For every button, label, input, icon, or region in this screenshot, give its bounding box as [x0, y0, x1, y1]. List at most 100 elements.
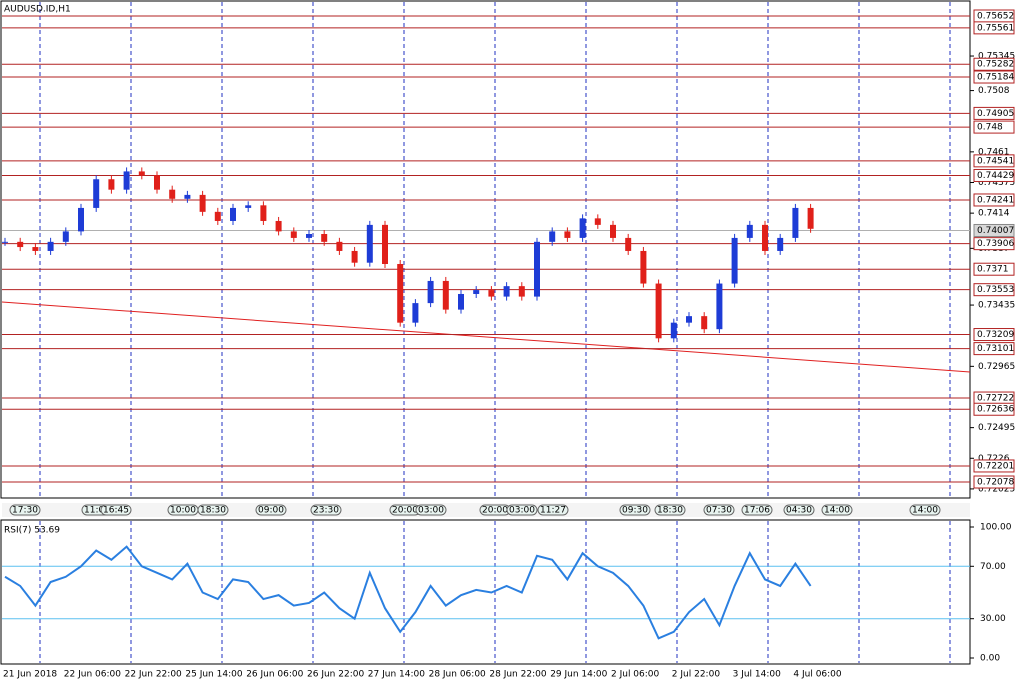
- candle: [488, 290, 495, 297]
- strip-label: 04:30: [786, 506, 812, 516]
- level-label: 0.7371: [977, 265, 1009, 275]
- candle: [549, 231, 556, 242]
- candle: [564, 231, 571, 238]
- x-tick-label: 26 Jun 06:00: [246, 670, 303, 680]
- candle: [762, 224, 768, 251]
- candle: [731, 237, 738, 284]
- strip-label: 03:00: [509, 506, 535, 516]
- candle: [2, 241, 8, 243]
- level-tag: [973, 237, 1015, 251]
- candle: [579, 218, 586, 238]
- strip-tag: [310, 504, 342, 516]
- candle: [123, 171, 130, 190]
- strip-tag: [741, 504, 773, 516]
- candle: [807, 207, 814, 229]
- candle: [473, 290, 480, 294]
- candle: [351, 250, 358, 263]
- candle: [655, 283, 662, 339]
- x-tick-label: 26 Jun 22:00: [307, 670, 364, 680]
- candle: [625, 237, 632, 251]
- rsi-tick-label: 30.00: [980, 614, 1006, 624]
- level-tag: [973, 193, 1015, 207]
- strip-tag: [506, 504, 538, 516]
- candle: [716, 283, 723, 330]
- level-label: 0.75184: [977, 73, 1014, 83]
- strip-label: 18:30: [200, 506, 226, 516]
- level-label: 0.73553: [977, 285, 1014, 295]
- x-tick-label: 22 Jun 22:00: [125, 670, 182, 680]
- y-tick-label: 0.72965: [978, 362, 1015, 372]
- level-label: 0.72636: [977, 405, 1014, 415]
- rsi-tick-label: 100.00: [980, 523, 1012, 533]
- strip-label: 11:0: [84, 506, 104, 516]
- candle: [93, 179, 100, 208]
- candle: [138, 171, 145, 176]
- candle: [610, 224, 616, 238]
- candle: [108, 179, 115, 190]
- current-price-label: 0.74007: [977, 226, 1014, 236]
- level-label: 0.73101: [977, 344, 1014, 354]
- candle: [275, 220, 282, 232]
- level-tag: [973, 283, 1015, 297]
- level-label: 0.75561: [977, 23, 1014, 33]
- x-tick-label: 25 Jun 14:00: [185, 670, 242, 680]
- candle: [412, 303, 419, 323]
- level-label: 0.73906: [977, 239, 1014, 249]
- level-tag: [973, 120, 1015, 134]
- y-tick-label: 0.74375: [978, 178, 1015, 188]
- strip-label: 23:30: [313, 506, 339, 516]
- strip-label: 16:45: [103, 506, 129, 516]
- level-label: 0.72722: [977, 394, 1014, 404]
- trend-line: [1, 301, 971, 373]
- strip-label: 17:30: [12, 506, 38, 516]
- level-tag: [973, 57, 1015, 71]
- rsi-tick-label: 70.00: [980, 562, 1006, 572]
- candle: [746, 224, 753, 238]
- candle: [397, 263, 404, 323]
- strip-label: 20:00: [392, 506, 418, 516]
- x-tick-label: 27 Jun 14:00: [368, 670, 425, 680]
- x-tick-label: 21 Jun 2018: [3, 670, 57, 680]
- y-tick-label: 0.7414: [978, 209, 1010, 219]
- strip-label: 17:06: [744, 506, 770, 516]
- strip-label: 09:00: [258, 506, 284, 516]
- candle: [184, 194, 191, 199]
- strip-label: 03:00: [418, 506, 444, 516]
- y-tick-label: 0.7508: [978, 86, 1010, 96]
- x-tick-label: 28 Jun 22:00: [489, 670, 546, 680]
- x-tick-label: 2 Jul 06:00: [611, 670, 660, 680]
- rsi-tick-label: 0.00: [980, 654, 1000, 664]
- candle: [534, 241, 540, 297]
- level-tag: [973, 154, 1015, 168]
- strip-tag: [654, 504, 686, 516]
- strip-tag: [783, 504, 815, 516]
- x-tick-label: 4 Jul 06:00: [793, 670, 842, 680]
- level-tag: [973, 262, 1015, 276]
- candle: [427, 280, 434, 304]
- level-tag: [973, 328, 1015, 342]
- strip-tag: [100, 504, 132, 516]
- level-tag: [973, 402, 1015, 416]
- x-tick-label: 28 Jun 06:00: [429, 670, 486, 680]
- strip-tag: [415, 504, 447, 516]
- level-label: 0.73209: [977, 330, 1014, 340]
- level-tag: [973, 342, 1015, 356]
- candle: [503, 286, 510, 297]
- strip-label: 11:27: [540, 506, 566, 516]
- strip-tag: [909, 504, 941, 516]
- strip-tag: [821, 504, 853, 516]
- candle: [442, 280, 449, 310]
- strip-tag: [703, 504, 735, 516]
- level-label: 0.74541: [977, 156, 1014, 166]
- level-tag: [973, 168, 1015, 182]
- candle: [290, 231, 297, 238]
- y-tick-label: 0.75345: [978, 52, 1015, 62]
- y-tick-label: 0.73435: [978, 301, 1015, 311]
- strip-label: 10:00: [170, 506, 196, 516]
- level-label: 0.748: [977, 123, 1003, 133]
- candle: [640, 250, 647, 284]
- candle: [260, 205, 267, 221]
- candle: [17, 241, 24, 248]
